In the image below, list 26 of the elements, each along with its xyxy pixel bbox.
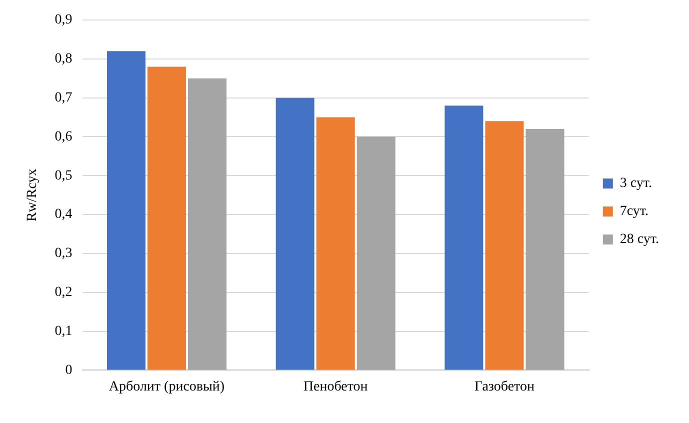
- bar: [485, 121, 524, 370]
- y-tick-label: 0,5: [54, 168, 72, 184]
- y-tick-label: 0: [65, 362, 72, 378]
- bar: [147, 66, 186, 370]
- y-tick-label: 0,9: [54, 12, 72, 28]
- legend-label: 3 сут.: [620, 176, 652, 192]
- y-tick-label: 0,3: [54, 246, 72, 262]
- legend-label: 28 сут.: [620, 232, 660, 248]
- y-axis-title: Rw/Rсух: [25, 168, 40, 222]
- x-tick-label: Пенобетон: [303, 379, 368, 394]
- x-tick-label: Арболит (рисовый): [108, 379, 225, 394]
- x-tick-label: Газобетон: [474, 379, 535, 394]
- y-tick-label: 0,6: [54, 129, 72, 144]
- y-tick-label: 0,2: [54, 285, 72, 300]
- y-tick-label: 0,4: [54, 207, 72, 222]
- legend-label: 7сут.: [620, 204, 649, 220]
- bar: [526, 128, 564, 370]
- bar: [444, 106, 484, 370]
- y-tick-label: 0,8: [54, 52, 72, 67]
- bar: [276, 98, 314, 370]
- bar: [188, 78, 227, 370]
- bar: [316, 117, 355, 370]
- y-tick-label: 0,1: [54, 324, 72, 339]
- y-tick-label: 0,7: [54, 90, 72, 106]
- bar: [356, 136, 396, 370]
- bar: [106, 51, 146, 370]
